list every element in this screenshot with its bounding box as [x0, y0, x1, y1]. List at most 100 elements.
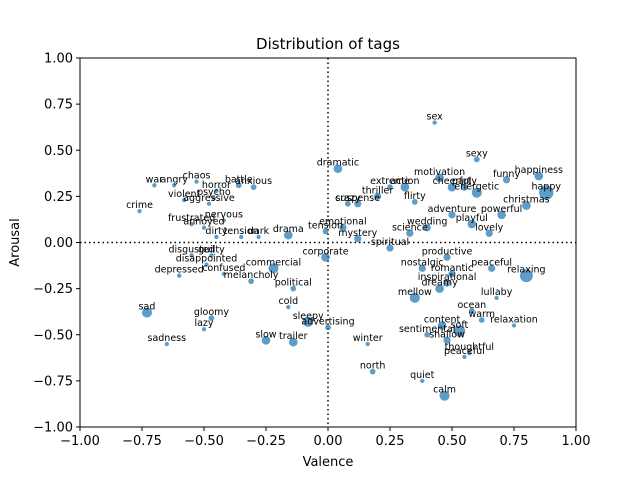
x-tick-label: 0.00 [314, 434, 343, 449]
point-label: tension [224, 226, 259, 237]
scatter-point [423, 224, 431, 232]
point-label: sex [427, 112, 444, 123]
scatter-point [137, 208, 142, 214]
point-label: thriller [362, 185, 393, 196]
point-label: lazy [194, 318, 213, 329]
point-label: dark [248, 226, 270, 237]
point-label: corporate [302, 246, 348, 257]
scatter-point [485, 229, 493, 237]
point-label: cold [278, 296, 298, 307]
point-label: science [392, 222, 428, 233]
point-label: suspense [335, 193, 380, 204]
scatter-point [250, 184, 257, 191]
scatter-point [386, 244, 394, 252]
point-label: aggressive [183, 193, 235, 204]
scatter-point [221, 271, 226, 277]
point-label: confused [202, 263, 245, 274]
scatter-point [387, 184, 393, 191]
scatter-point [211, 196, 217, 201]
scatter-point [473, 156, 480, 163]
x-tick-label: −1.00 [60, 434, 100, 449]
scatter-point [208, 315, 215, 322]
scatter-point [468, 307, 475, 314]
scatter-point [189, 253, 194, 258]
scatter-point [439, 390, 450, 401]
scatter-point [409, 292, 420, 303]
scatter-point [321, 252, 330, 262]
y-tick-label: −0.25 [33, 282, 73, 297]
point-label: calm [433, 385, 456, 396]
point-label: content [424, 315, 461, 326]
point-label: annoyed [183, 217, 224, 228]
scatter-point [322, 228, 329, 235]
scatter-point [400, 182, 410, 192]
point-label: happy [531, 182, 561, 193]
y-tick-label: −0.75 [33, 374, 73, 389]
point-label: crime [126, 200, 153, 211]
point-label: peaceful [471, 257, 512, 268]
scatter-point [177, 273, 182, 278]
point-label: horror [202, 180, 231, 191]
scatter-point [339, 224, 347, 232]
point-label: motivation [414, 167, 465, 178]
point-label: sentimental [399, 324, 456, 335]
scatter-point [462, 354, 467, 360]
point-label: cheerful [433, 176, 472, 187]
point-label: disgusted [168, 244, 214, 255]
point-label: dreamy [421, 278, 458, 289]
scatter-point [201, 327, 207, 332]
scatter-point [214, 188, 219, 193]
point-label: frustrated [168, 213, 215, 224]
point-label: happiness [515, 165, 563, 176]
scatter-point [152, 183, 157, 188]
point-label: guilty [198, 244, 225, 255]
scatter-point [172, 183, 177, 188]
point-label: drama [273, 224, 304, 235]
scatter-point [448, 211, 456, 219]
point-label: violent [168, 189, 201, 200]
scatter-point [420, 378, 425, 384]
point-label: sleepy [293, 311, 324, 322]
point-label: sad [139, 302, 156, 313]
scatter-point [164, 341, 169, 347]
point-label: powerful [481, 204, 522, 215]
scatter-point [290, 285, 297, 292]
scatter-point [288, 337, 298, 347]
point-label: winter [353, 333, 383, 344]
point-label: dirty [205, 226, 227, 237]
point-label: emotional [319, 217, 367, 228]
point-label: inspirational [418, 272, 477, 283]
x-tick-label: 1.00 [562, 434, 591, 449]
scatter-point [519, 269, 533, 283]
y-tick-label: 0.00 [44, 236, 73, 251]
scatter-point [268, 263, 279, 274]
point-label: disappointed [176, 254, 238, 265]
scatter-point [534, 171, 544, 181]
y-tick-label: 0.50 [44, 144, 73, 159]
scatter-point [235, 182, 242, 189]
point-label: peaceful [444, 346, 485, 357]
point-label: depressed [155, 265, 204, 276]
point-label: psycho [197, 187, 231, 198]
point-label: war [146, 174, 164, 185]
point-label: christmas [503, 195, 550, 206]
point-label: battle [225, 174, 253, 185]
data-points [137, 120, 554, 401]
point-label: energetic [454, 182, 499, 193]
scatter-point [511, 323, 517, 328]
scatter-point [494, 295, 499, 301]
scatter-point [209, 253, 214, 258]
scatter-point [443, 336, 451, 344]
scatter-point [261, 335, 271, 345]
scatter-point [424, 331, 431, 338]
y-tick-label: 0.25 [44, 190, 73, 205]
scatter-point [239, 234, 244, 240]
point-label: adventure [428, 204, 477, 215]
scatter-point [406, 229, 414, 237]
x-tick-label: −0.50 [184, 434, 224, 449]
scatter-point [248, 278, 254, 285]
scatter-point [539, 185, 554, 200]
y-tick-label: −1.00 [33, 421, 73, 436]
scatter-point [522, 201, 531, 210]
